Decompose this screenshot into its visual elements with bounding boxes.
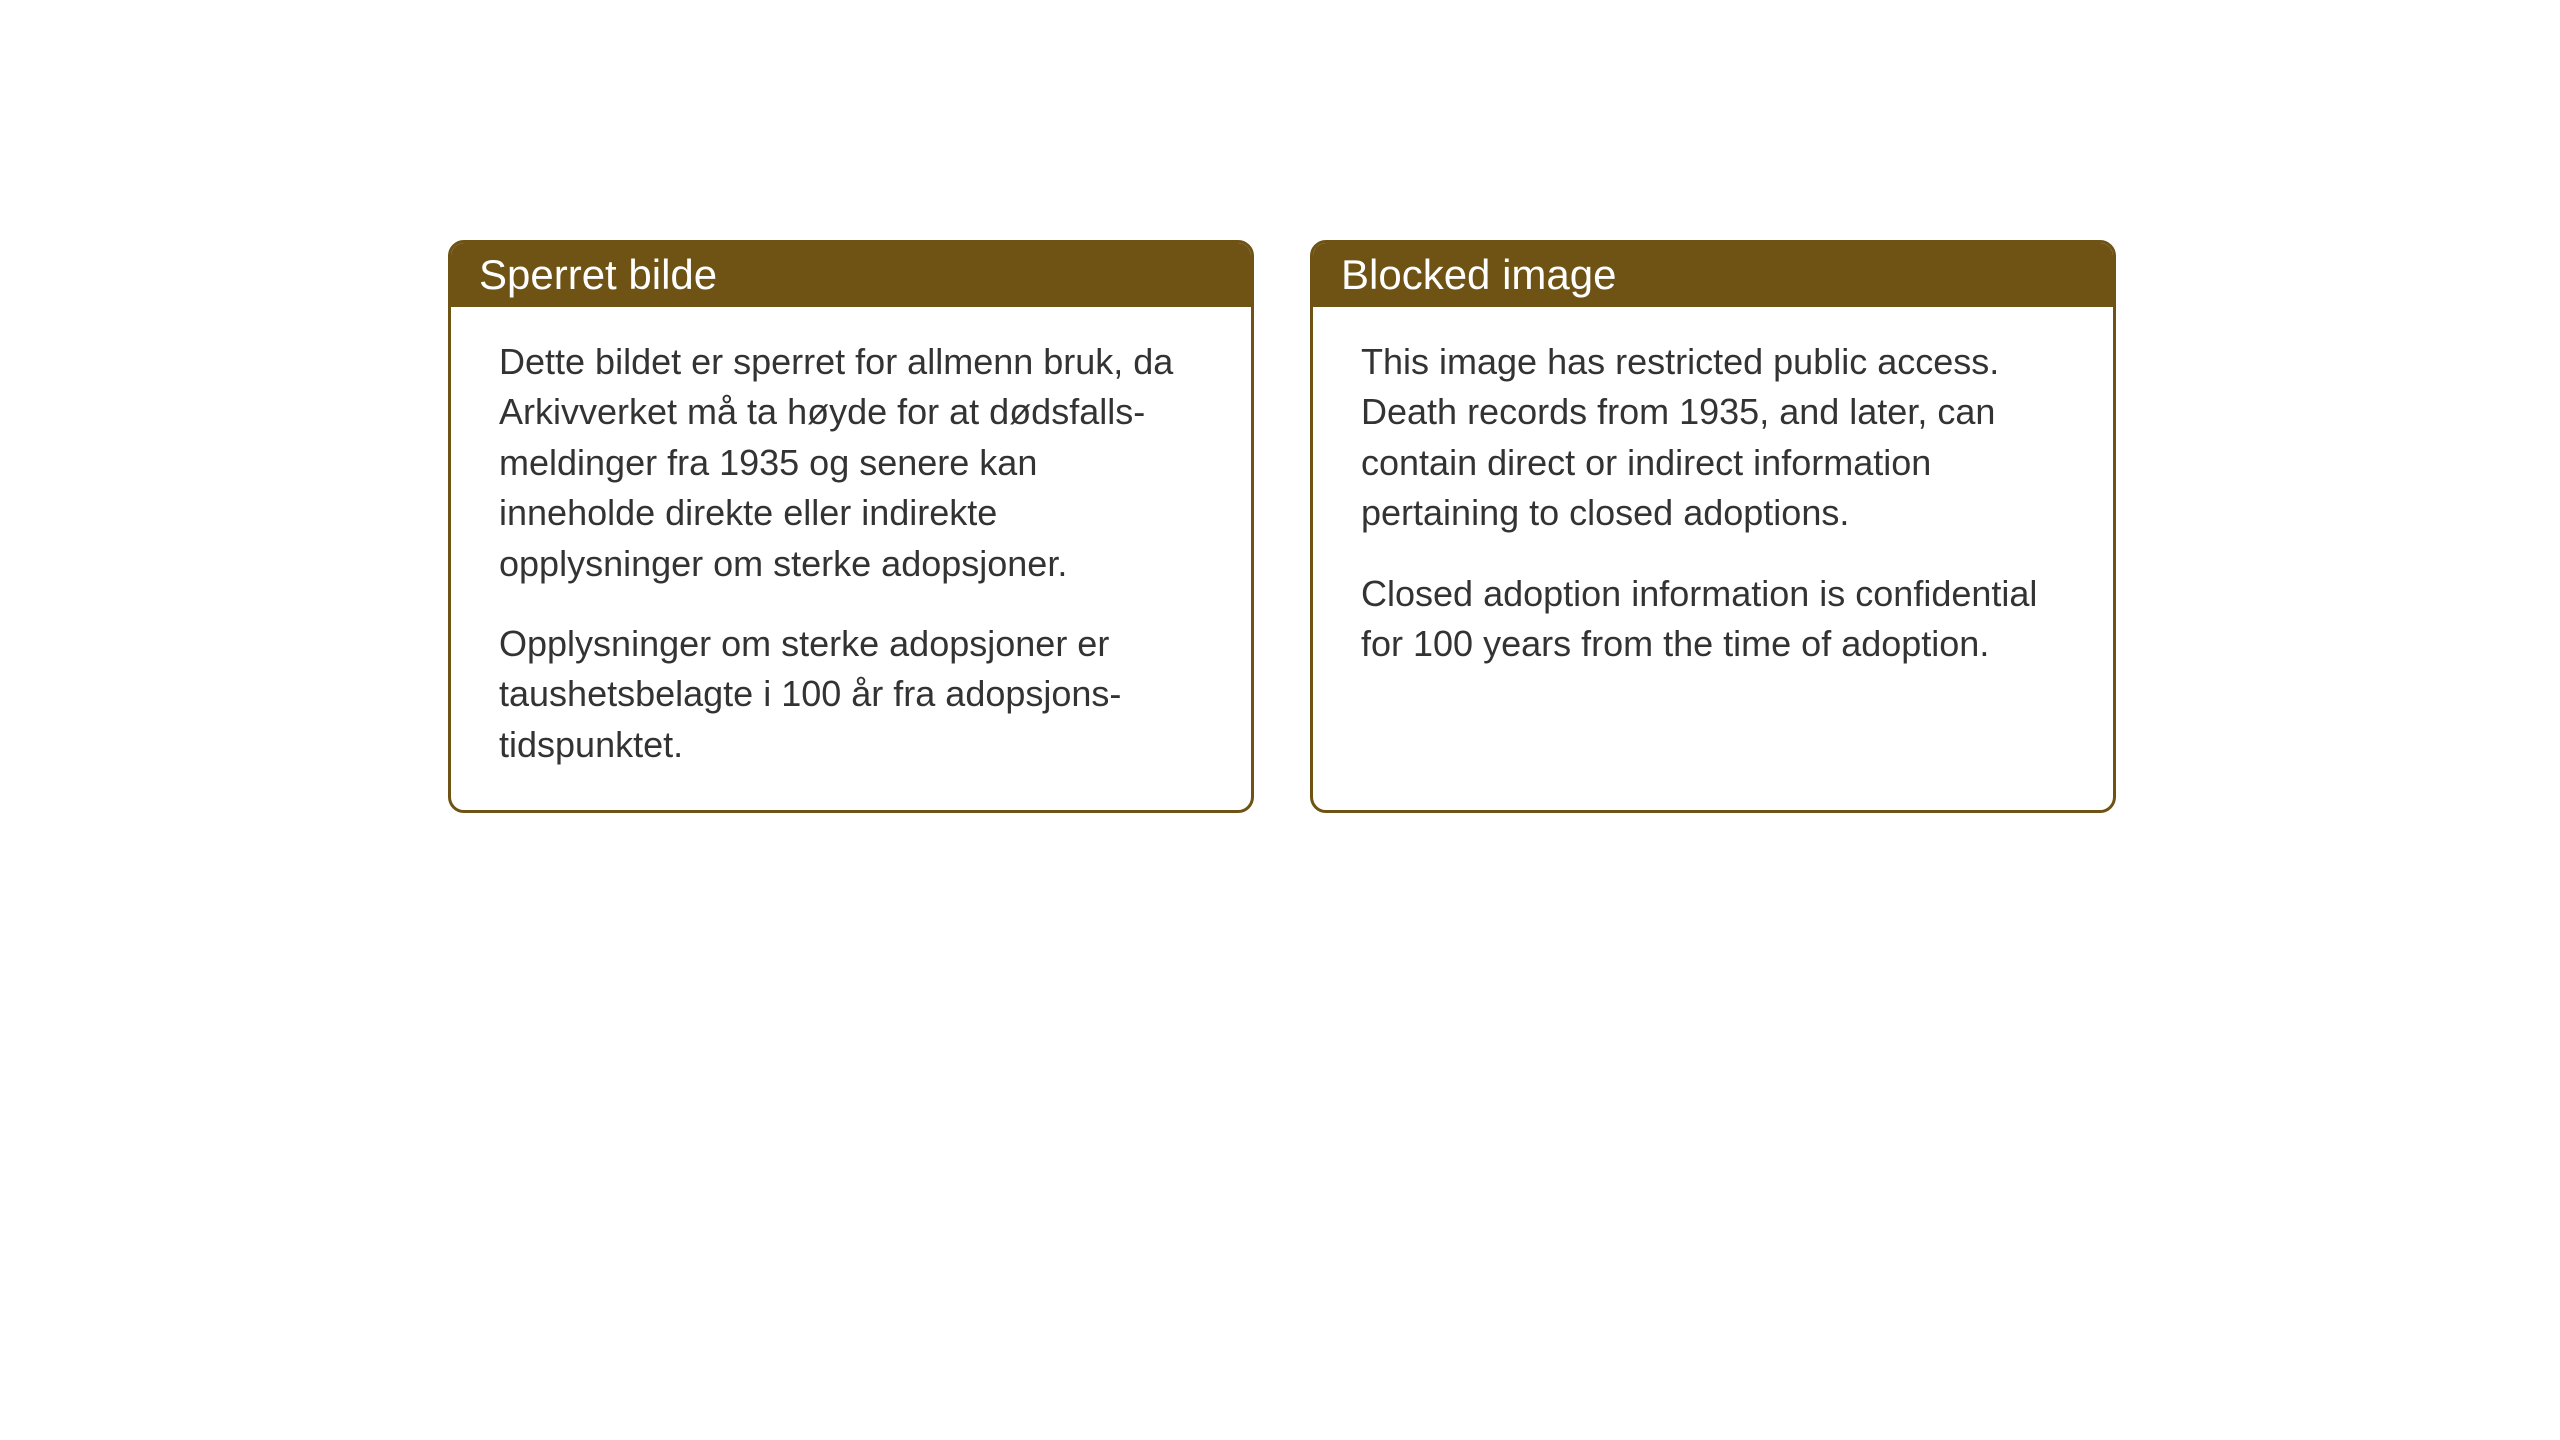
card-english-header: Blocked image (1313, 243, 2113, 307)
card-norwegian: Sperret bilde Dette bildet er sperret fo… (448, 240, 1254, 813)
card-english: Blocked image This image has restricted … (1310, 240, 2116, 813)
card-english-body: This image has restricted public access.… (1313, 307, 2113, 709)
card-norwegian-body: Dette bildet er sperret for allmenn bruk… (451, 307, 1251, 810)
card-norwegian-paragraph2: Opplysninger om sterke adopsjoner er tau… (499, 619, 1203, 770)
card-norwegian-paragraph1: Dette bildet er sperret for allmenn bruk… (499, 337, 1203, 589)
card-english-paragraph1: This image has restricted public access.… (1361, 337, 2065, 539)
card-norwegian-header: Sperret bilde (451, 243, 1251, 307)
card-english-paragraph2: Closed adoption information is confident… (1361, 569, 2065, 670)
cards-container: Sperret bilde Dette bildet er sperret fo… (448, 240, 2116, 813)
